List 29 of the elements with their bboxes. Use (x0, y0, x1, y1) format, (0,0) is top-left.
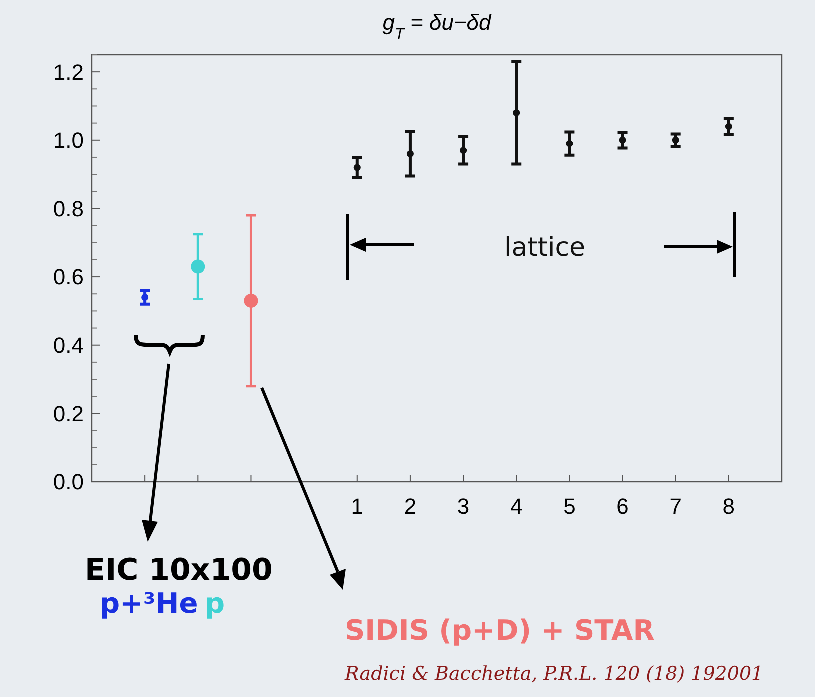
text: SIDIS (p+D) + STAR (345, 614, 655, 647)
point (354, 164, 361, 172)
y-tick-label: 1.0 (53, 128, 84, 154)
point (244, 294, 258, 308)
y-tick-label: 1.2 (53, 60, 84, 85)
x-tick-label: 7 (670, 494, 682, 519)
x-tick-label: 8 (722, 494, 736, 519)
y-tick-label: 0.0 (53, 470, 84, 495)
x-tick-label: 6 (616, 494, 629, 519)
text: p (205, 587, 226, 620)
y-tick-label: 0.2 (53, 401, 84, 426)
point (566, 140, 574, 148)
chart-title: g$_{T}$ = δu−δd (382, 10, 492, 42)
y-tick-label: 0.4 (53, 333, 84, 358)
x-tick-label: 2 (404, 494, 417, 519)
point (460, 147, 468, 154)
text: lattice (504, 233, 586, 263)
x-tick-label: 4 (510, 494, 523, 519)
point (513, 110, 520, 117)
text: Radici & Bacchetta, P.R.L. 120 (18) 192001 (344, 663, 764, 685)
point (191, 260, 206, 274)
x-tick-label: 5 (564, 494, 576, 519)
y-tick-label: 0.8 (53, 196, 84, 222)
point (406, 150, 414, 158)
text: p+³He (100, 587, 198, 620)
text: EIC 10x100 (85, 553, 273, 588)
x-tick-label: 3 (457, 494, 470, 519)
y-tick-label: 0.6 (53, 264, 84, 290)
x-tick-label: 1 (351, 494, 364, 519)
